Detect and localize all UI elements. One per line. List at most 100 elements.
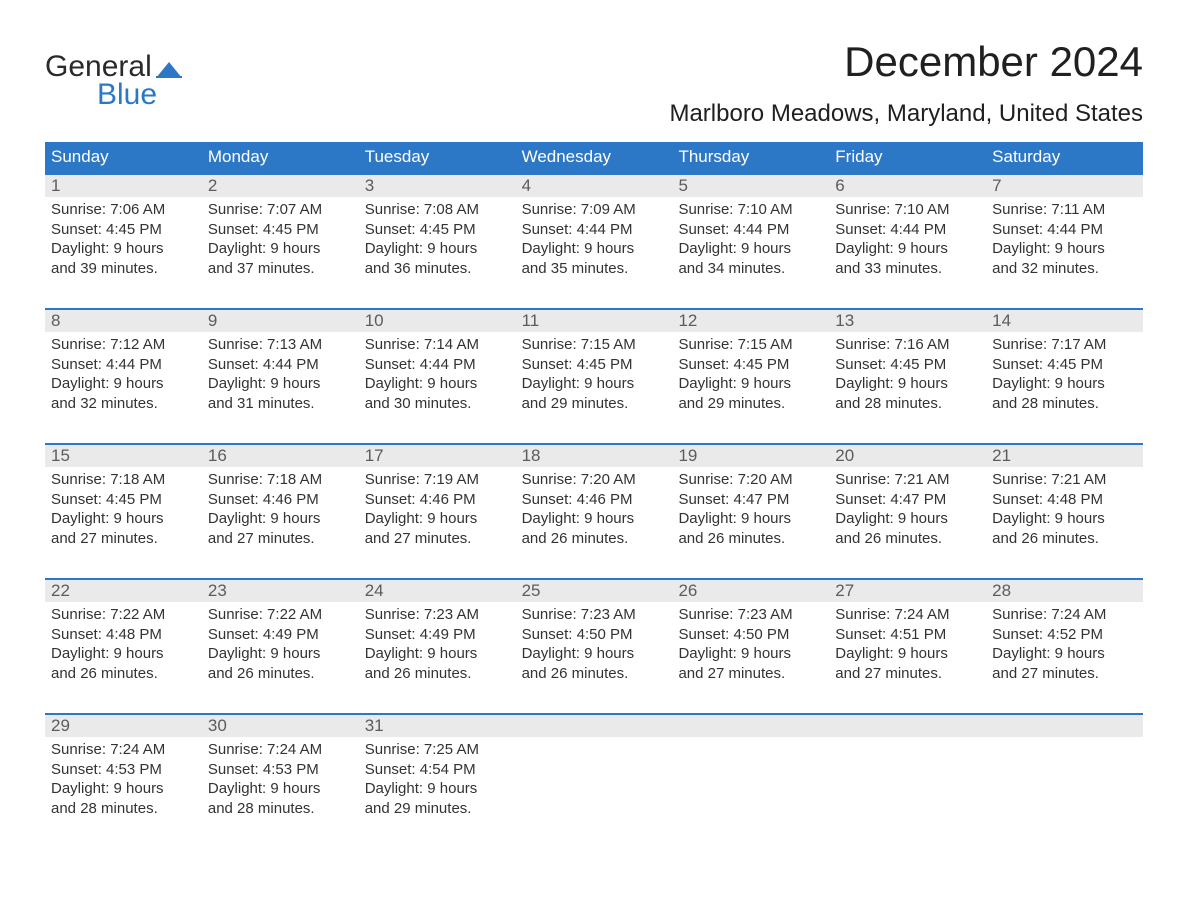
week-row: 8 Sunrise: 7:12 AMSunset: 4:44 PMDaylight… bbox=[45, 308, 1143, 425]
day-number-row: 13 bbox=[829, 310, 986, 332]
day-cell: 14Sunrise: 7:17 AMSunset: 4:45 PMDayligh… bbox=[986, 310, 1143, 425]
day-day1: Daylight: 9 hours bbox=[992, 644, 1137, 664]
day-number: 26 bbox=[678, 581, 697, 600]
day-cell: 24Sunrise: 7:23 AMSunset: 4:49 PMDayligh… bbox=[359, 580, 516, 695]
day-sunrise: Sunrise: 7:06 AM bbox=[51, 200, 196, 220]
day-day1: Daylight: 9 hours bbox=[365, 509, 510, 529]
day-cell: 10Sunrise: 7:14 AMSunset: 4:44 PMDayligh… bbox=[359, 310, 516, 425]
day-day1: Daylight: 9 hours bbox=[208, 644, 353, 664]
day-day2: and 26 minutes. bbox=[522, 664, 667, 684]
day-sunrise: Sunrise: 7:22 AM bbox=[51, 605, 196, 625]
day-day1: Daylight: 9 hours bbox=[835, 509, 980, 529]
day-day2: and 28 minutes. bbox=[208, 799, 353, 819]
title-block: December 2024 Marlboro Meadows, Maryland… bbox=[669, 20, 1143, 128]
day-cell: 7Sunrise: 7:11 AMSunset: 4:44 PMDaylight… bbox=[986, 175, 1143, 290]
day-sunset: Sunset: 4:49 PM bbox=[208, 625, 353, 645]
day-headers-row: SundayMondayTuesdayWednesdayThursdayFrid… bbox=[45, 142, 1143, 173]
day-number-row: 20 bbox=[829, 445, 986, 467]
day-sunrise: Sunrise: 7:24 AM bbox=[51, 740, 196, 760]
day-sunset: Sunset: 4:48 PM bbox=[992, 490, 1137, 510]
day-cell: 28Sunrise: 7:24 AMSunset: 4:52 PMDayligh… bbox=[986, 580, 1143, 695]
day-day1: Daylight: 9 hours bbox=[678, 239, 823, 259]
day-sunset: Sunset: 4:47 PM bbox=[678, 490, 823, 510]
day-day1: Daylight: 9 hours bbox=[365, 779, 510, 799]
day-sunset: Sunset: 4:52 PM bbox=[992, 625, 1137, 645]
day-number: 11 bbox=[522, 311, 540, 330]
day-number-row: 4 bbox=[516, 175, 673, 197]
day-sunrise: Sunrise: 7:10 AM bbox=[835, 200, 980, 220]
day-number-row: 28 bbox=[986, 580, 1143, 602]
day-body: Sunrise: 7:12 AMSunset: 4:44 PMDaylight:… bbox=[45, 332, 202, 419]
day-sunset: Sunset: 4:45 PM bbox=[992, 355, 1137, 375]
day-sunrise: Sunrise: 7:20 AM bbox=[522, 470, 667, 490]
day-cell: 2Sunrise: 7:07 AMSunset: 4:45 PMDaylight… bbox=[202, 175, 359, 290]
day-day2: and 35 minutes. bbox=[522, 259, 667, 279]
day-number: 29 bbox=[51, 716, 70, 735]
day-number-row: 22 bbox=[45, 580, 202, 602]
day-day2: and 27 minutes. bbox=[208, 529, 353, 549]
day-body: Sunrise: 7:10 AMSunset: 4:44 PMDaylight:… bbox=[672, 197, 829, 284]
day-day1: Daylight: 9 hours bbox=[835, 374, 980, 394]
day-number: 6 bbox=[835, 176, 844, 195]
day-day1: Daylight: 9 hours bbox=[678, 509, 823, 529]
day-number-row: 1 bbox=[45, 175, 202, 197]
day-number: 4 bbox=[522, 176, 531, 195]
day-sunrise: Sunrise: 7:09 AM bbox=[522, 200, 667, 220]
day-body: Sunrise: 7:16 AMSunset: 4:45 PMDaylight:… bbox=[829, 332, 986, 419]
day-number-row: . bbox=[516, 715, 673, 737]
day-number: 9 bbox=[208, 311, 217, 330]
day-day2: and 36 minutes. bbox=[365, 259, 510, 279]
day-sunset: Sunset: 4:51 PM bbox=[835, 625, 980, 645]
day-body: Sunrise: 7:08 AMSunset: 4:45 PMDaylight:… bbox=[359, 197, 516, 284]
day-body: Sunrise: 7:09 AMSunset: 4:44 PMDaylight:… bbox=[516, 197, 673, 284]
day-cell: 21Sunrise: 7:21 AMSunset: 4:48 PMDayligh… bbox=[986, 445, 1143, 560]
day-cell: 9 Sunrise: 7:13 AMSunset: 4:44 PMDaylight… bbox=[202, 310, 359, 425]
day-sunset: Sunset: 4:45 PM bbox=[522, 355, 667, 375]
day-sunrise: Sunrise: 7:15 AM bbox=[678, 335, 823, 355]
day-number-row: 10 bbox=[359, 310, 516, 332]
day-header: Monday bbox=[202, 142, 359, 173]
day-number: 8 bbox=[51, 311, 60, 330]
week-row: 29Sunrise: 7:24 AMSunset: 4:53 PMDayligh… bbox=[45, 713, 1143, 830]
day-sunrise: Sunrise: 7:17 AM bbox=[992, 335, 1137, 355]
day-cell: 15Sunrise: 7:18 AMSunset: 4:45 PMDayligh… bbox=[45, 445, 202, 560]
day-sunrise: Sunrise: 7:23 AM bbox=[678, 605, 823, 625]
day-day1: Daylight: 9 hours bbox=[51, 644, 196, 664]
day-day2: and 33 minutes. bbox=[835, 259, 980, 279]
day-number-row: 5 bbox=[672, 175, 829, 197]
day-sunset: Sunset: 4:48 PM bbox=[51, 625, 196, 645]
day-cell: . bbox=[829, 715, 986, 830]
day-number: 14 bbox=[992, 311, 1011, 330]
day-number: 18 bbox=[522, 446, 541, 465]
day-number-row: 31 bbox=[359, 715, 516, 737]
day-sunrise: Sunrise: 7:10 AM bbox=[678, 200, 823, 220]
day-body: Sunrise: 7:13 AMSunset: 4:44 PMDaylight:… bbox=[202, 332, 359, 419]
day-sunset: Sunset: 4:50 PM bbox=[522, 625, 667, 645]
day-number: 24 bbox=[365, 581, 384, 600]
logo: General Blue bbox=[45, 20, 182, 112]
day-number: 16 bbox=[208, 446, 227, 465]
day-sunset: Sunset: 4:45 PM bbox=[365, 220, 510, 240]
day-day1: Daylight: 9 hours bbox=[992, 239, 1137, 259]
day-number-row: 27 bbox=[829, 580, 986, 602]
day-body: Sunrise: 7:15 AMSunset: 4:45 PMDaylight:… bbox=[516, 332, 673, 419]
day-day2: and 37 minutes. bbox=[208, 259, 353, 279]
day-sunrise: Sunrise: 7:19 AM bbox=[365, 470, 510, 490]
day-number: 31 bbox=[365, 716, 384, 735]
day-day1: Daylight: 9 hours bbox=[365, 644, 510, 664]
day-body: Sunrise: 7:15 AMSunset: 4:45 PMDaylight:… bbox=[672, 332, 829, 419]
day-sunset: Sunset: 4:44 PM bbox=[51, 355, 196, 375]
day-day1: Daylight: 9 hours bbox=[51, 374, 196, 394]
day-number: 27 bbox=[835, 581, 854, 600]
day-day2: and 39 minutes. bbox=[51, 259, 196, 279]
day-cell: 30Sunrise: 7:24 AMSunset: 4:53 PMDayligh… bbox=[202, 715, 359, 830]
day-sunrise: Sunrise: 7:23 AM bbox=[522, 605, 667, 625]
day-number: 13 bbox=[835, 311, 854, 330]
day-cell: . bbox=[672, 715, 829, 830]
day-sunset: Sunset: 4:54 PM bbox=[365, 760, 510, 780]
day-day2: and 28 minutes. bbox=[992, 394, 1137, 414]
day-cell: 1Sunrise: 7:06 AMSunset: 4:45 PMDaylight… bbox=[45, 175, 202, 290]
day-number-row: 29 bbox=[45, 715, 202, 737]
day-day1: Daylight: 9 hours bbox=[365, 374, 510, 394]
day-day2: and 26 minutes. bbox=[522, 529, 667, 549]
